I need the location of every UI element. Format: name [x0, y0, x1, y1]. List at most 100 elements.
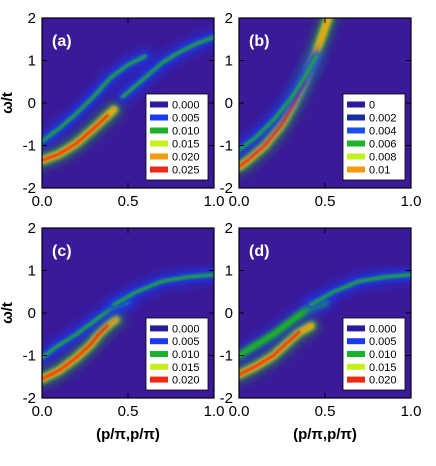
x-tick-label: 0.0	[229, 193, 250, 210]
x-tick-label: 1.0	[204, 193, 225, 210]
x-tick-label: 0.5	[118, 193, 139, 210]
band-upper-band	[106, 266, 214, 313]
legend-swatch	[150, 127, 168, 134]
y-tick-label: 0	[28, 305, 36, 322]
band-peak	[42, 114, 109, 162]
heatmap-area	[42, 29, 214, 169]
legend-swatch	[150, 153, 168, 160]
x-axis-label: (p/π,p/π)	[293, 426, 357, 443]
legend-label: 0.020	[172, 152, 200, 164]
legend-label: 0	[369, 100, 375, 112]
legend-label: 0.010	[172, 349, 200, 361]
legend-label: 0.015	[172, 139, 200, 151]
legend-swatch	[150, 114, 168, 121]
y-tick-label: -1	[23, 138, 36, 155]
band-peak	[42, 324, 109, 381]
band-core	[112, 272, 214, 307]
legend-swatch	[150, 325, 168, 332]
y-tick-label: -2	[220, 180, 233, 197]
legend-swatch	[150, 376, 168, 383]
legend-swatch	[150, 363, 168, 370]
x-tick-label: 1.0	[401, 193, 422, 210]
band-lower-band	[42, 101, 123, 169]
y-tick-label: 1	[28, 53, 36, 70]
legend-swatch	[347, 114, 365, 121]
panel-label: (b)	[249, 33, 269, 50]
y-tick-label: -1	[220, 138, 233, 155]
panel-label: (d)	[249, 243, 269, 260]
x-tick-label: 0.5	[118, 403, 139, 420]
legend-swatch	[347, 101, 365, 108]
heatmap-area	[42, 266, 214, 387]
y-tick-label: -1	[23, 348, 36, 365]
y-tick-label: 2	[225, 220, 233, 237]
legend-label: 0.015	[172, 362, 200, 374]
legend-label: 0.025	[172, 165, 200, 177]
y-tick-label: 0	[28, 95, 36, 112]
legend-swatch	[150, 166, 168, 173]
panel-label: (a)	[52, 33, 72, 50]
legend-swatch	[150, 101, 168, 108]
band-upper-band	[114, 29, 214, 105]
panel-c: -2 -1 0 1 2 0.0 0.5 1.0 ω/t (p/π,p/π) (c) 0.0000.00…	[0, 220, 224, 443]
band-lower-band	[239, 317, 320, 383]
band-core	[120, 35, 214, 99]
legend-swatch	[347, 351, 365, 357]
legend-label: 0.008	[369, 152, 397, 164]
x-axis-label: (p/π,p/π)	[96, 426, 160, 443]
legend-swatch	[150, 338, 168, 345]
x-tick-label: 1.0	[401, 403, 422, 420]
y-tick-label: 1	[28, 263, 36, 280]
x-tick-label: 0.5	[315, 403, 336, 420]
legend-box	[145, 93, 209, 181]
y-tick-label: 2	[28, 220, 36, 237]
legend-label: 0.005	[172, 113, 200, 125]
legend-label: 0.006	[369, 139, 397, 151]
y-tick-label: 0	[225, 305, 233, 322]
band-lower-band	[42, 311, 124, 387]
legend-swatch	[347, 153, 365, 160]
y-tick-label: -1	[220, 348, 233, 365]
legend-swatch	[150, 351, 168, 357]
legend-label: 0.000	[172, 323, 200, 335]
heatmap-area	[239, 18, 337, 175]
legend-swatch	[150, 140, 168, 147]
x-tick-label: 1.0	[204, 403, 225, 420]
y-tick-label: 1	[225, 263, 233, 280]
legend-swatch	[347, 140, 365, 147]
y-tick-label: 2	[225, 10, 233, 27]
y-tick-label: -2	[220, 390, 233, 407]
legend-label: 0.020	[172, 375, 200, 387]
y-axis-label: ω/t	[0, 302, 16, 324]
heatmap-area	[239, 266, 411, 383]
legend-swatch	[347, 338, 365, 345]
y-tick-label: 1	[225, 53, 233, 70]
x-tick-label: 0.5	[315, 193, 336, 210]
legend-label: 0.01	[369, 165, 390, 177]
legend-label: 0.010	[369, 349, 397, 361]
legend-label: 0.020	[369, 375, 397, 387]
legend-label: 0.000	[172, 100, 200, 112]
band-shadow-band	[239, 48, 325, 158]
y-tick-label: -2	[23, 390, 36, 407]
x-tick-label: 0.0	[32, 193, 53, 210]
band-core	[239, 54, 319, 152]
band-shadow-band	[42, 48, 154, 150]
band-core	[42, 54, 148, 144]
legend-label: 0.010	[172, 126, 200, 138]
y-tick-label: 2	[28, 10, 36, 27]
legend-swatch	[347, 376, 365, 383]
y-tick-label: 0	[225, 95, 233, 112]
legend-label: 0.004	[369, 126, 397, 138]
legend-label: 0.015	[369, 362, 397, 374]
legend-label: 0.000	[369, 323, 397, 335]
band-upper-band	[303, 266, 411, 313]
legend-box	[342, 93, 406, 181]
